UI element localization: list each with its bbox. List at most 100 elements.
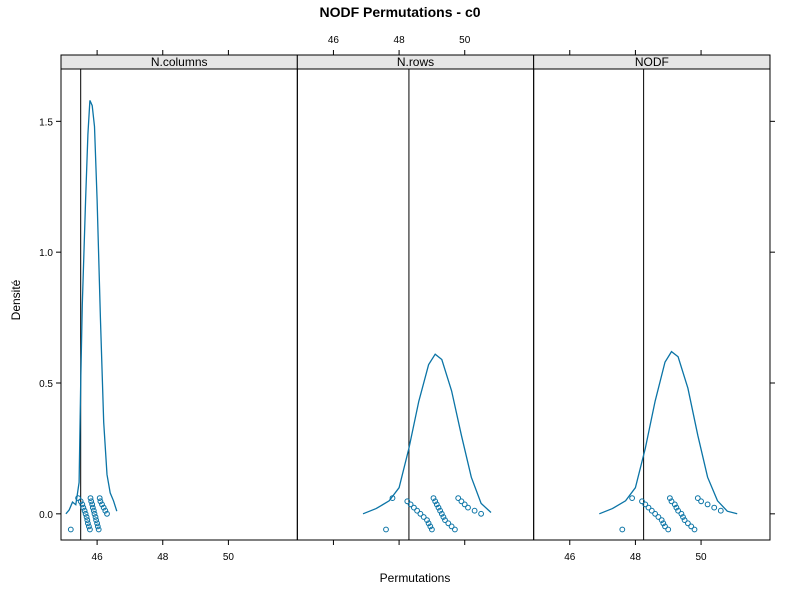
data-point-n-columns (91, 510, 98, 517)
data-point-n-columns (100, 504, 107, 511)
data-point-n-rows (455, 495, 462, 502)
x-tick-label-bottom-nodf: 50 (695, 552, 707, 563)
data-point-n-rows (478, 510, 485, 517)
x-tick-label-bottom-nodf: 48 (630, 552, 642, 563)
data-point-n-rows (465, 504, 471, 511)
panel-frame-nodf (533, 68, 771, 541)
data-point-n-columns (104, 510, 110, 517)
y-tick-label: 0.5 (39, 379, 53, 390)
x-tick-label-bottom-n-columns: 46 (92, 552, 104, 563)
x-tick-label-top-n-rows: 48 (394, 35, 406, 46)
data-point-n-rows (435, 504, 442, 511)
data-point-nodf (678, 510, 685, 517)
x-tick-label-top-n-rows: 50 (459, 35, 471, 46)
data-point-nodf (652, 510, 658, 517)
data-point-nodf (662, 523, 668, 530)
data-point-n-rows (407, 501, 414, 508)
data-point-n-columns (89, 504, 96, 511)
data-point-n-columns (96, 495, 103, 502)
data-point-nodf (685, 520, 691, 527)
y-tick-label: 1.5 (39, 117, 53, 128)
x-tick-label-bottom-nodf: 46 (564, 552, 576, 563)
data-point-n-rows (420, 514, 427, 520)
data-point-nodf (619, 526, 626, 533)
data-point-n-columns (83, 514, 90, 520)
data-point-nodf (671, 501, 678, 508)
data-point-n-columns (87, 495, 94, 502)
data-point-n-rows (452, 526, 458, 533)
data-point-nodf (717, 507, 724, 514)
data-point-nodf (675, 507, 681, 514)
data-point-n-rows (445, 520, 452, 527)
data-point-n-rows (427, 523, 434, 530)
data-point-n-rows (442, 517, 448, 523)
data-point-n-rows (411, 504, 417, 511)
panel-frame-n-rows (296, 68, 535, 541)
data-point-n-columns (77, 498, 84, 505)
data-point-n-columns (94, 520, 100, 527)
data-point-n-rows (433, 501, 440, 508)
data-point-n-columns (82, 510, 89, 517)
data-point-nodf (665, 526, 672, 533)
data-point-nodf (642, 501, 649, 508)
data-point-nodf (704, 501, 711, 508)
data-point-n-rows (458, 498, 465, 505)
data-point-n-rows (429, 526, 435, 533)
data-point-nodf (680, 514, 686, 520)
y-axis-label: Densité (9, 279, 23, 320)
data-point-nodf (688, 523, 695, 530)
data-point-n-columns (88, 498, 95, 505)
panel-strip-label-nodf: NODF (635, 55, 669, 69)
plot-layer: N.columns 46 48 50 N.rows 46 48 50 NODF 46 48 50 0.0… (39, 35, 775, 563)
panel-strip-label-n-rows: N.rows (397, 55, 434, 69)
data-point-nodf (658, 517, 665, 523)
density-curve-n-columns (65, 100, 118, 515)
data-point-n-columns (81, 507, 88, 514)
data-point-nodf (645, 504, 652, 511)
panel-strip-label-n-columns: N.columns (151, 55, 208, 69)
data-point-n-rows (417, 510, 424, 517)
data-point-nodf (648, 507, 655, 514)
data-point-nodf (655, 514, 662, 520)
data-point-nodf (681, 517, 688, 523)
data-point-nodf (694, 495, 701, 502)
data-point-n-rows (448, 523, 455, 530)
data-point-n-columns (90, 507, 97, 514)
data-point-n-rows (430, 495, 437, 502)
data-point-nodf (698, 498, 704, 505)
data-point-n-rows (432, 498, 439, 505)
data-point-n-columns (93, 517, 99, 523)
data-point-n-columns (94, 523, 101, 530)
data-point-n-columns (87, 526, 93, 533)
x-tick-label-bottom-n-columns: 48 (157, 552, 169, 563)
data-point-nodf (668, 498, 675, 505)
density-curve-n-rows (362, 353, 492, 515)
data-point-n-rows (404, 498, 411, 505)
data-point-n-rows (425, 520, 432, 527)
data-point-n-columns (102, 507, 109, 514)
data-point-n-columns (79, 501, 86, 508)
y-tick-label: 1.0 (39, 248, 53, 259)
data-point-n-columns (67, 526, 74, 533)
density-curve-nodf (599, 350, 738, 515)
data-point-nodf (673, 504, 680, 511)
x-axis-label: Permutations (380, 571, 451, 585)
data-point-nodf (691, 526, 698, 533)
data-point-n-rows (424, 517, 430, 523)
data-point-nodf (629, 495, 635, 502)
data-point-n-columns (80, 504, 87, 511)
data-point-n-columns (85, 520, 91, 527)
data-point-n-rows (438, 510, 445, 517)
data-point-n-columns (99, 501, 105, 508)
data-point-n-rows (440, 514, 447, 520)
chart-title: NODF Permutations - c0 (319, 4, 480, 20)
data-point-n-columns (86, 523, 92, 530)
data-point-n-rows (471, 507, 478, 514)
data-point-n-rows (414, 507, 421, 514)
data-point-n-columns (97, 498, 104, 505)
data-point-nodf (667, 495, 673, 502)
data-point-nodf (639, 498, 645, 505)
x-tick-label-top-n-rows: 46 (328, 35, 340, 46)
x-tick-label-bottom-n-columns: 50 (223, 552, 235, 563)
